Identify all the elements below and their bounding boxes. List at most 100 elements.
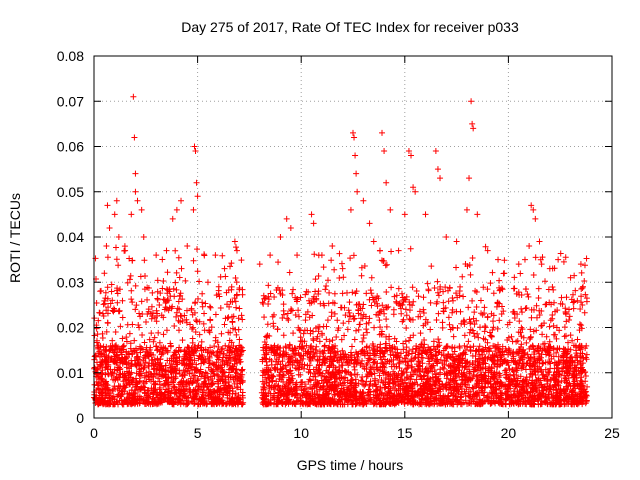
data-point xyxy=(494,379,501,386)
data-point xyxy=(424,400,431,407)
data-point xyxy=(514,311,521,318)
data-point xyxy=(115,401,122,408)
data-point xyxy=(553,349,560,356)
data-point xyxy=(100,351,107,358)
data-point xyxy=(219,362,226,369)
data-point xyxy=(445,314,452,321)
data-point xyxy=(238,348,245,355)
data-point xyxy=(199,299,206,306)
data-point xyxy=(541,340,548,347)
data-point xyxy=(172,247,179,254)
data-point xyxy=(481,304,488,311)
data-point xyxy=(199,303,206,310)
data-point xyxy=(497,392,504,399)
data-point xyxy=(201,252,208,259)
data-point xyxy=(334,317,341,324)
data-point xyxy=(453,373,460,380)
data-point xyxy=(351,363,358,370)
data-point xyxy=(449,353,456,360)
data-point xyxy=(535,395,542,402)
data-point xyxy=(164,287,171,294)
data-point xyxy=(227,263,234,270)
data-point xyxy=(269,377,276,384)
data-point xyxy=(194,345,201,352)
data-point xyxy=(413,376,420,383)
data-point xyxy=(406,337,413,344)
data-point xyxy=(453,365,460,372)
data-point xyxy=(282,343,289,350)
data-point xyxy=(569,388,576,395)
data-point xyxy=(222,378,229,385)
data-point xyxy=(239,286,246,293)
data-point xyxy=(525,380,532,387)
data-point xyxy=(167,340,174,347)
data-point xyxy=(202,380,209,387)
data-point xyxy=(191,400,198,407)
data-point xyxy=(126,390,133,397)
data-point xyxy=(448,364,455,371)
data-point xyxy=(541,383,548,390)
data-point xyxy=(395,378,402,385)
data-point xyxy=(383,261,390,268)
data-point xyxy=(312,288,319,295)
data-point xyxy=(126,276,133,283)
data-point xyxy=(414,392,421,399)
data-point xyxy=(124,279,131,286)
data-point xyxy=(143,378,150,385)
data-point xyxy=(546,338,553,345)
data-point xyxy=(409,284,416,291)
data-point xyxy=(515,401,522,408)
data-point xyxy=(410,332,417,339)
data-point xyxy=(459,388,466,395)
data-point xyxy=(369,341,376,348)
data-point xyxy=(119,314,126,321)
data-point xyxy=(315,273,322,279)
data-point xyxy=(93,337,100,344)
data-point xyxy=(434,356,441,363)
data-point xyxy=(312,347,319,354)
data-point xyxy=(296,326,303,333)
data-point xyxy=(133,370,140,377)
data-point xyxy=(408,350,415,357)
data-point xyxy=(436,339,443,346)
data-point xyxy=(371,400,378,407)
data-point xyxy=(407,334,414,341)
data-point xyxy=(186,351,193,358)
data-point xyxy=(164,357,171,364)
data-point xyxy=(131,337,138,344)
data-point xyxy=(502,397,509,404)
data-point xyxy=(484,397,491,404)
data-point xyxy=(372,352,379,359)
data-point xyxy=(132,375,139,382)
data-point xyxy=(439,319,446,326)
data-point xyxy=(108,288,115,295)
data-point xyxy=(231,295,238,302)
data-point xyxy=(366,382,373,389)
data-point xyxy=(145,363,152,370)
data-point xyxy=(138,365,145,372)
data-point xyxy=(230,355,237,362)
data-point xyxy=(448,390,455,397)
data-point xyxy=(297,392,304,399)
data-point xyxy=(514,337,521,344)
data-point xyxy=(535,294,542,301)
data-point xyxy=(390,361,397,368)
data-point xyxy=(517,356,524,363)
data-point xyxy=(536,363,543,370)
data-point xyxy=(158,364,165,371)
data-point xyxy=(577,306,584,313)
data-point xyxy=(185,365,191,372)
data-point xyxy=(151,356,158,363)
data-point xyxy=(149,289,156,296)
data-point xyxy=(423,394,430,401)
data-point xyxy=(191,343,198,350)
data-point xyxy=(196,278,203,285)
data-point xyxy=(113,287,120,294)
data-point xyxy=(206,390,213,397)
data-point xyxy=(492,390,499,397)
data-point xyxy=(479,351,486,358)
data-point xyxy=(340,274,347,281)
data-point xyxy=(116,308,123,315)
data-point xyxy=(333,334,340,341)
data-point xyxy=(137,372,144,379)
